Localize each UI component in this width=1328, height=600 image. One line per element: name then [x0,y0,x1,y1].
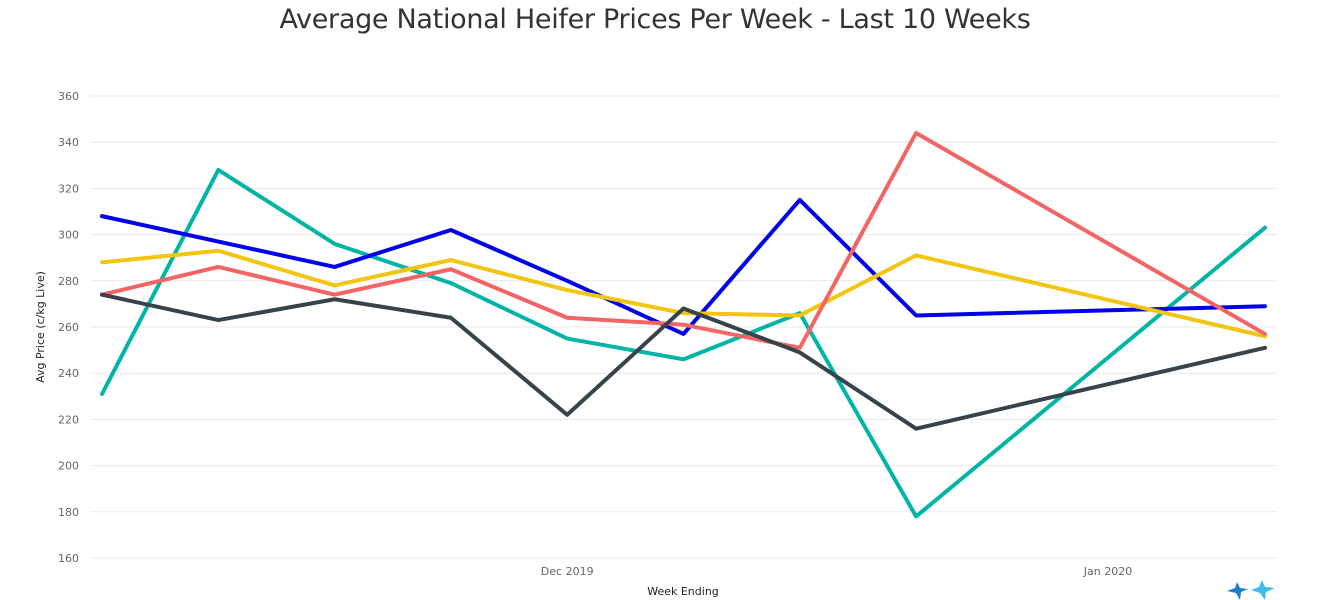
y-tick-label: 160 [58,552,79,565]
y-tick-label: 260 [58,321,79,334]
y-tick-label: 280 [58,275,79,288]
series-line-1 [100,167,1267,519]
y-axis-ticks: 160 180 200 220 240 260 280 300 320 340 360 [58,90,79,565]
y-tick-label: 200 [58,460,79,473]
logo-mark-left [1227,582,1248,600]
y-tick-label: 220 [58,413,79,426]
y-tick-label: 360 [58,90,79,103]
x-axis-title: Week Ending [647,585,719,598]
logo-mark-right [1251,580,1275,600]
gridlines [90,95,1277,559]
y-tick-label: 180 [58,506,79,519]
x-axis-ticks: Dec 2019 Jan 2020 [541,565,1132,578]
y-tick-label: 300 [58,229,79,242]
y-tick-label: 240 [58,367,79,380]
y-axis-title: Avg Price (c/kg Live) [34,271,47,383]
series-lines [100,130,1267,519]
y-tick-label: 320 [58,182,79,195]
x-tick-label: Dec 2019 [541,565,594,578]
series-line-4 [100,130,1267,350]
brand-logo-icon [1227,580,1275,600]
y-tick-label: 340 [58,136,79,149]
x-tick-label: Jan 2020 [1083,565,1132,578]
series-line-5 [100,292,1267,431]
series-line-3 [100,248,1267,339]
chart-title: Average National Heifer Prices Per Week … [279,4,1031,35]
